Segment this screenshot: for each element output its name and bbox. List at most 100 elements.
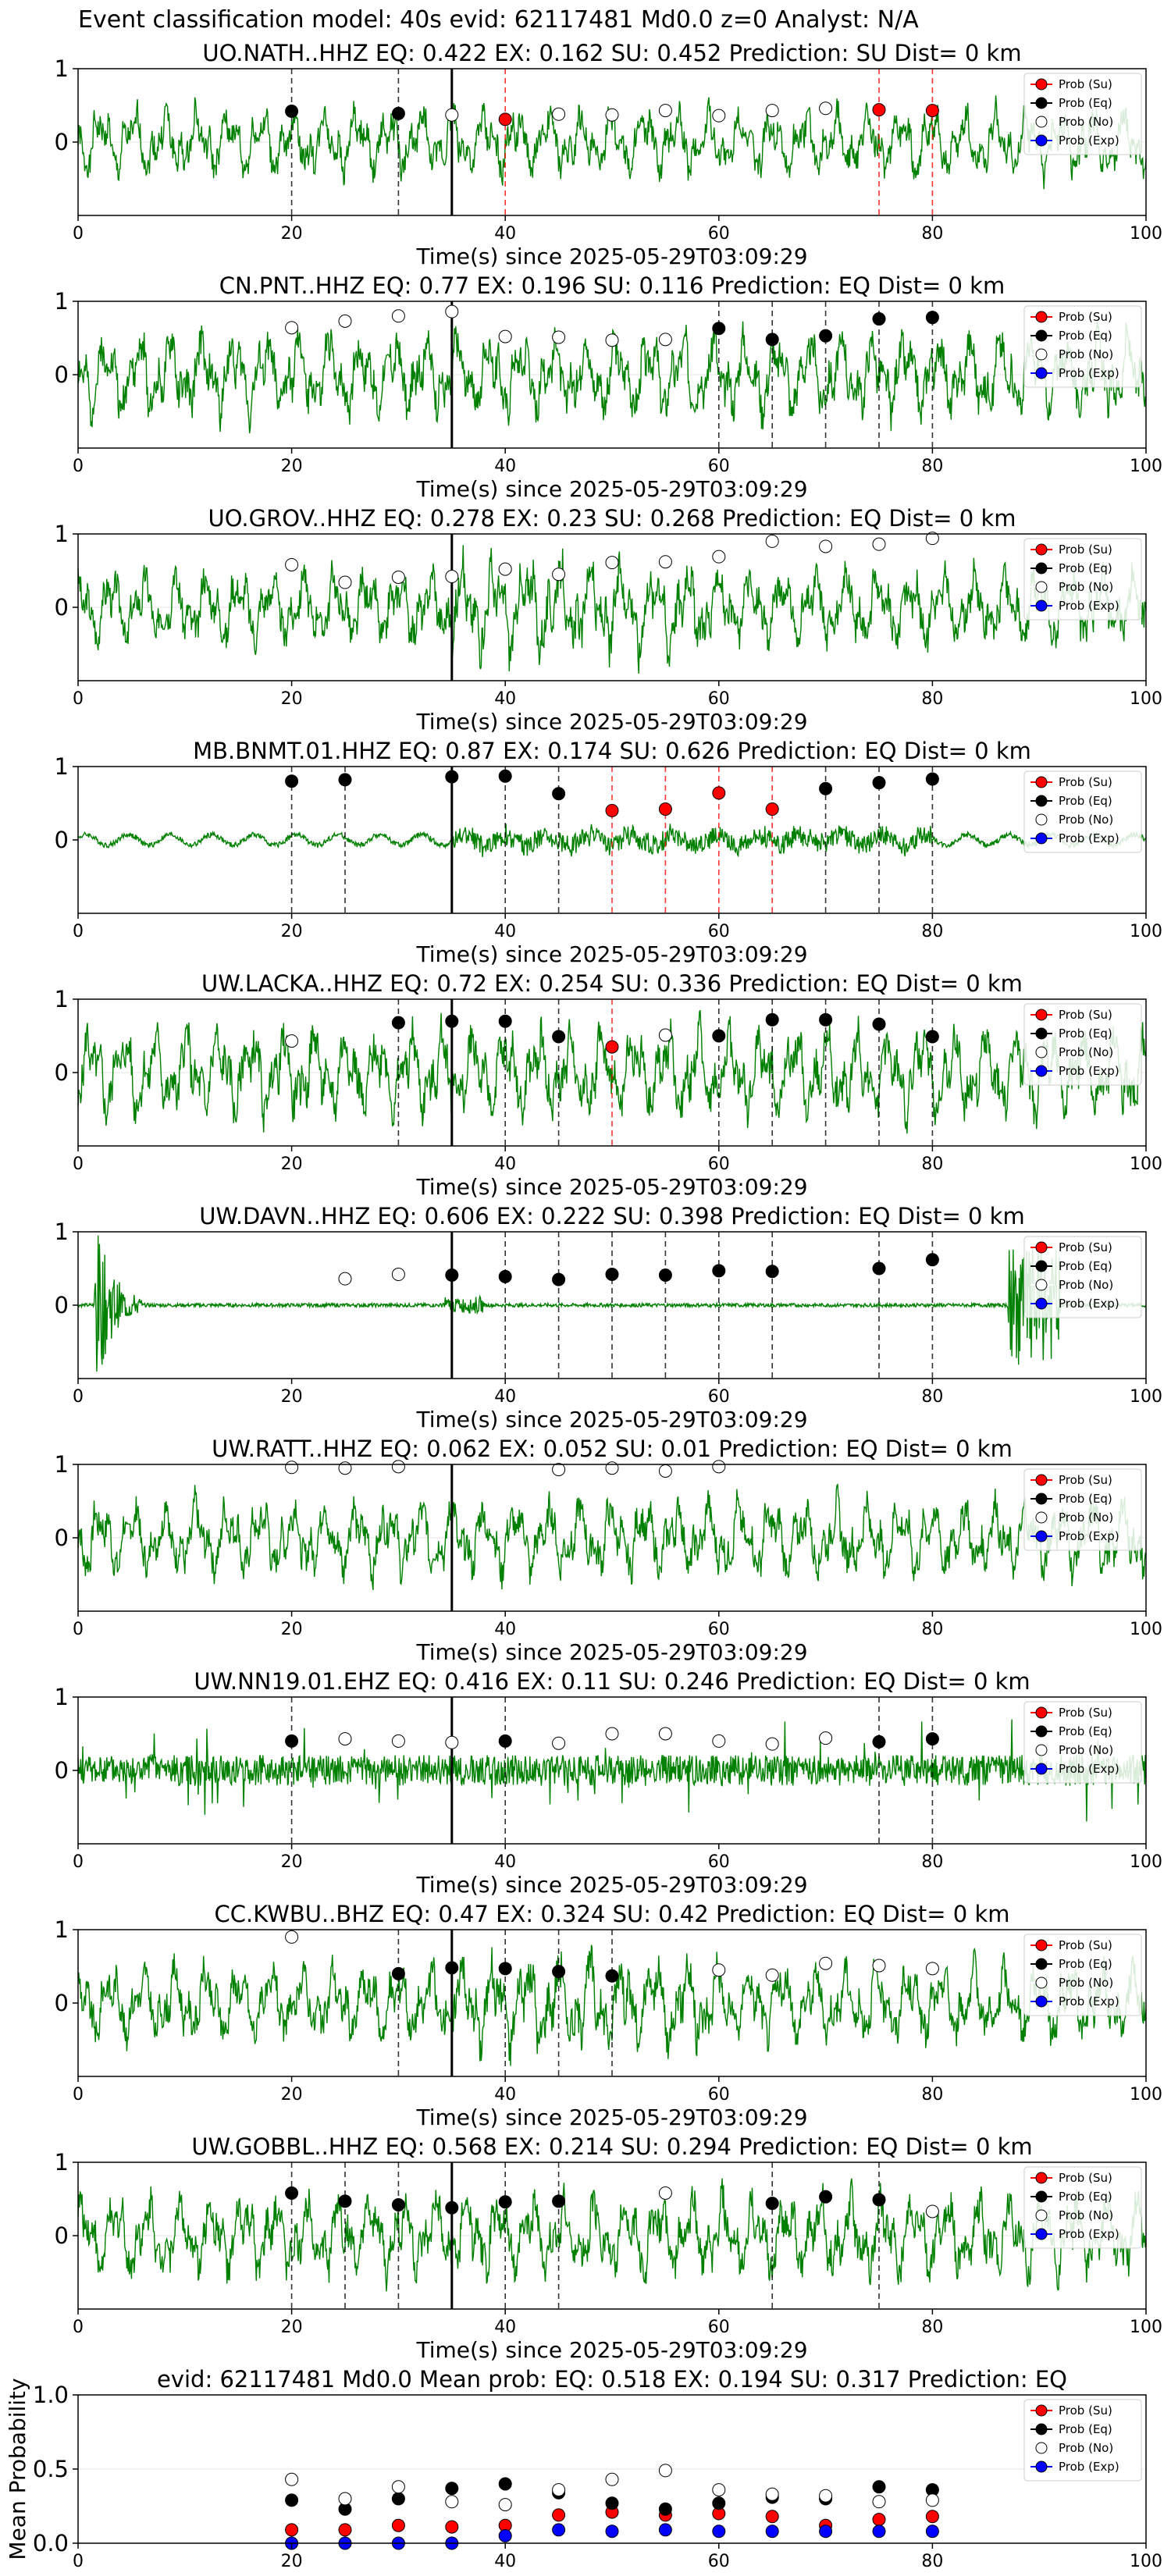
x-axis-label: Time(s) since 2025-05-29T03:09:29 (415, 2337, 807, 2363)
legend-label: Prob (Su) (1059, 775, 1112, 789)
prob-point (605, 1727, 619, 1741)
x-tick-label: 20 (281, 457, 303, 476)
x-tick-label: 20 (281, 689, 303, 709)
x-tick-label: 100 (1130, 1620, 1162, 1639)
mean-point (445, 2482, 459, 2496)
prob-point (819, 101, 833, 116)
panel-4: MB.BNMT.01.HHZ EQ: 0.87 EX: 0.174 SU: 0.… (55, 738, 1162, 967)
x-axis-label: Time(s) since 2025-05-29T03:09:29 (415, 2105, 807, 2130)
prob-point (925, 104, 939, 118)
legend-marker (1035, 1725, 1048, 1738)
prob-point (552, 1030, 566, 1044)
mean-point (391, 2518, 405, 2532)
mean-point (338, 2523, 352, 2537)
x-tick-label: 40 (494, 1620, 516, 1639)
x-tick-label: 100 (1130, 689, 1162, 709)
x-tick-label: 40 (494, 2552, 516, 2571)
prob-point (605, 1969, 619, 1983)
x-tick-label: 80 (921, 1387, 943, 1407)
legend-marker (1035, 1493, 1048, 1505)
x-tick-label: 0 (73, 1387, 84, 1407)
prob-point (285, 557, 299, 571)
prob-point (338, 575, 352, 589)
prob-point (285, 321, 299, 335)
prob-point (338, 314, 352, 328)
prob-point (498, 2195, 512, 2209)
mean-point (819, 2524, 833, 2539)
legend-label: Prob (Su) (1059, 1706, 1112, 1720)
y-tick-label: 0 (55, 827, 69, 853)
prob-point (605, 333, 619, 347)
legend-marker (1035, 1706, 1048, 1719)
legend-label: Prob (No) (1059, 1278, 1113, 1292)
legend-marker (1035, 776, 1048, 788)
x-tick-label: 20 (281, 2318, 303, 2337)
legend-marker (1035, 795, 1048, 807)
y-tick-label: 1 (55, 1451, 69, 1478)
prob-point (712, 322, 726, 336)
x-tick-label: 100 (1130, 457, 1162, 476)
mean-point (925, 2493, 939, 2507)
y-tick-label: 1 (55, 288, 69, 315)
panel-2: CN.PNT..HHZ EQ: 0.77 EX: 0.196 SU: 0.116… (55, 272, 1162, 502)
x-tick-label: 0 (73, 922, 84, 941)
prob-point (658, 1727, 672, 1741)
legend-marker (1035, 813, 1048, 826)
x-tick-label: 80 (921, 457, 943, 476)
legend-label: Prob (Su) (1059, 310, 1112, 324)
prob-point (605, 556, 619, 570)
prob-point (712, 1734, 726, 1748)
prob-point (658, 333, 672, 347)
prob-point (498, 1734, 512, 1748)
x-tick-label: 0 (73, 224, 84, 244)
x-tick-label: 60 (708, 1155, 730, 1174)
y-tick-label: 0 (55, 594, 69, 621)
x-tick-label: 80 (921, 922, 943, 941)
prob-point (285, 105, 299, 119)
panel-3: UO.GROV..HHZ EQ: 0.278 EX: 0.23 SU: 0.26… (55, 505, 1162, 735)
prob-point (872, 312, 886, 326)
x-tick-label: 20 (281, 1387, 303, 1407)
prob-point (765, 2197, 779, 2211)
legend-label: Prob (Su) (1059, 1008, 1112, 1022)
x-axis-label: Time(s) since 2025-05-29T03:09:29 (415, 244, 807, 269)
legend-marker (1035, 1241, 1048, 1254)
x-tick-label: 60 (708, 2085, 730, 2105)
legend-label: Prob (Eq) (1059, 1492, 1112, 1506)
prob-point (605, 1268, 619, 1282)
mean-point (285, 2523, 299, 2537)
legend-label: Prob (No) (1059, 2441, 1113, 2455)
y-tick-label: 0 (55, 1990, 69, 2016)
legend-label: Prob (Eq) (1059, 96, 1112, 110)
y-tick-label: 1 (55, 521, 69, 547)
x-tick-label: 0 (73, 2085, 84, 2105)
prob-point (872, 1959, 886, 1973)
x-axis-label: Time(s) since 2025-05-29T03:09:29 (415, 1407, 807, 1432)
legend-label: Prob (Eq) (1059, 329, 1112, 343)
y-tick-label: 0 (55, 2222, 69, 2249)
y-tick-label: 1 (55, 55, 69, 82)
prob-point (658, 802, 672, 817)
page-title: Event classification model: 40s evid: 62… (78, 6, 919, 34)
prob-point (552, 330, 566, 344)
prob-point (925, 772, 939, 786)
legend-marker (1035, 1511, 1048, 1524)
legend-marker (1035, 1027, 1048, 1040)
panel-title: UO.NATH..HHZ EQ: 0.422 EX: 0.162 SU: 0.4… (202, 40, 1021, 66)
prob-point (445, 1735, 459, 1749)
prob-point (819, 1956, 833, 1970)
prob-point (338, 1732, 352, 1746)
prob-point (391, 1268, 405, 1282)
x-tick-label: 100 (1130, 1387, 1162, 1407)
panel-title: MB.BNMT.01.HHZ EQ: 0.87 EX: 0.174 SU: 0.… (193, 738, 1031, 764)
legend-marker (1035, 1939, 1048, 1952)
x-tick-label: 60 (708, 2552, 730, 2571)
prob-point (552, 1272, 566, 1286)
x-tick-label: 20 (281, 2552, 303, 2571)
mean-point (658, 2464, 672, 2478)
panel-title: CC.KWBU..BHZ EQ: 0.47 EX: 0.324 SU: 0.42… (215, 1901, 1010, 1927)
legend-label: Prob (Eq) (1059, 561, 1112, 575)
mean-point (605, 2472, 619, 2486)
mean-point (658, 2523, 672, 2537)
legend-marker (1035, 348, 1048, 361)
